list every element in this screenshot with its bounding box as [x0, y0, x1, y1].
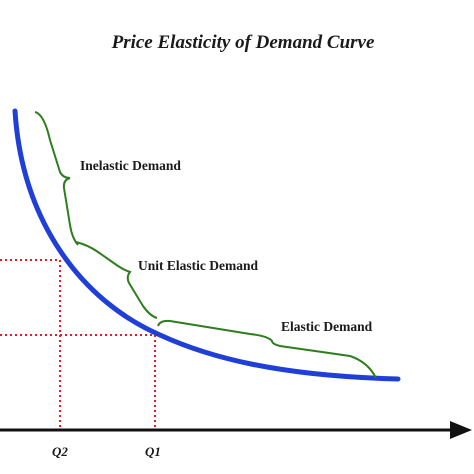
unit-elastic-brace: [75, 241, 158, 319]
inelastic-demand-label: Inelastic Demand: [80, 158, 181, 173]
inelastic-brace: [34, 111, 79, 246]
demand-curve: [12, 108, 401, 382]
q1-label: Q1: [145, 444, 161, 459]
unit-elastic-demand-label: Unit Elastic Demand: [138, 258, 258, 273]
quantity-axis-arrowhead: [450, 421, 472, 439]
diagram-title: Price Elasticity of Demand Curve: [111, 32, 375, 53]
q2-label: Q2: [52, 444, 68, 459]
elastic-demand-label: Elastic Demand: [281, 319, 373, 334]
elastic-brace: [157, 319, 377, 379]
